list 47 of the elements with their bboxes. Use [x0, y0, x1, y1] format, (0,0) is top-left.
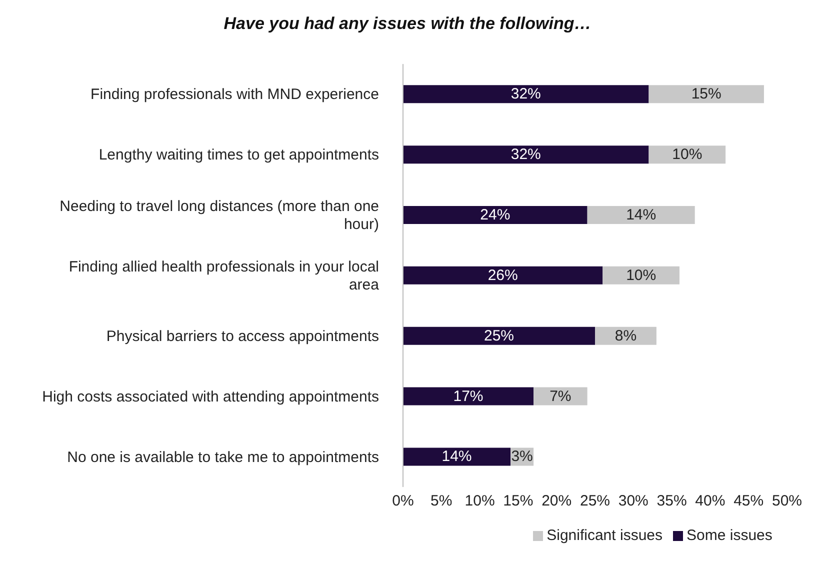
bar: [403, 266, 603, 284]
legend-label: Significant issues: [546, 527, 663, 544]
y-tick-label: High costs associated with attending appointments: [42, 388, 379, 405]
data-label: 14%: [626, 206, 656, 224]
bar: [587, 206, 695, 224]
x-tick-label: 50%: [772, 492, 802, 510]
data-label: 3%: [511, 448, 533, 466]
bar: [403, 326, 595, 345]
data-label: 32%: [510, 86, 541, 103]
x-tick-label: 35%: [656, 492, 687, 510]
bar: [595, 326, 656, 345]
x-tick-label: 25%: [580, 492, 610, 510]
bar: [403, 146, 649, 164]
bar: [403, 85, 649, 104]
data-label: 17%: [453, 388, 484, 405]
data-label: 14%: [442, 448, 472, 466]
bar: [403, 448, 511, 466]
data-label: 25%: [484, 327, 514, 344]
x-tick-label: 45%: [734, 492, 764, 510]
data-label: 26%: [488, 266, 518, 284]
x-tick-label: 30%: [618, 492, 648, 510]
y-tick-label: Physical barriers to access appointments: [106, 327, 379, 344]
bar: [403, 206, 588, 224]
x-tick-label: 10%: [464, 492, 495, 510]
bar: [403, 387, 534, 406]
y-tick-label: Needing to travel long distances (more than one hour): [60, 198, 379, 233]
data-label: 15%: [691, 86, 722, 103]
data-label: 8%: [614, 327, 637, 344]
bar: [602, 266, 680, 284]
legend-label: Some issues: [686, 527, 772, 544]
y-tick-label: Finding professionals with MND experience: [90, 86, 379, 103]
bar: [534, 387, 588, 406]
data-label: 10%: [626, 266, 656, 284]
data-label: 10%: [672, 146, 702, 164]
bar: [648, 85, 764, 104]
data-label: 7%: [550, 388, 572, 405]
y-tick-label: No one is available to take me to appointments: [67, 448, 379, 466]
x-tick-label: 40%: [695, 492, 726, 510]
x-tick-label: 5%: [430, 492, 452, 510]
x-tick-label: 20%: [542, 492, 572, 510]
x-tick-label: 15%: [503, 492, 534, 510]
y-tick-label: Finding allied health professionals in your local area: [68, 258, 380, 293]
x-tick-label: 0%: [392, 492, 414, 510]
y-tick-label: Lengthy waiting times to get appointments: [98, 146, 379, 164]
data-label: 24%: [480, 206, 510, 224]
chart-title: Have you had any issues with the following…: [222, 14, 592, 35]
data-label: 32%: [510, 146, 541, 164]
